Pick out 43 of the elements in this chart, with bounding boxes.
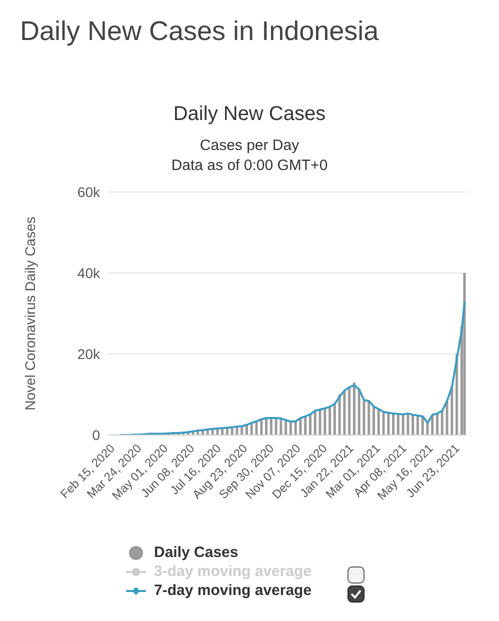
bar	[314, 410, 316, 435]
legend-label: Daily Cases	[154, 544, 238, 561]
bar	[377, 409, 380, 435]
bar	[392, 414, 395, 435]
bar	[358, 388, 360, 435]
bar	[348, 386, 351, 435]
bar	[362, 400, 366, 435]
bar	[463, 273, 466, 435]
bar	[440, 410, 444, 435]
y-axis-title: Novel Coronavirus Daily Cases	[22, 216, 38, 410]
bar	[324, 408, 326, 435]
text: Daily New Cases in Indonesia	[20, 16, 379, 47]
bar	[368, 400, 370, 435]
bar	[372, 406, 375, 435]
bar	[406, 414, 410, 435]
bar	[402, 414, 404, 435]
bar	[412, 414, 414, 435]
bar	[450, 386, 454, 435]
bar	[382, 412, 385, 435]
bar	[318, 409, 322, 435]
bar	[328, 406, 332, 435]
bar	[387, 412, 390, 435]
bar	[338, 394, 341, 435]
y-tick-label: 20k	[77, 346, 101, 362]
text: Data as of 0:00 GMT+0	[170, 157, 329, 174]
bar	[255, 420, 258, 435]
bar	[396, 414, 400, 435]
bar	[333, 404, 336, 435]
bar	[280, 418, 282, 435]
chart-subtitle: Cases per Day	[198, 137, 300, 154]
bar	[446, 400, 448, 435]
legend-label: 7-day moving average	[154, 582, 312, 599]
bar	[352, 382, 356, 435]
line-series	[118, 300, 466, 435]
bar	[416, 416, 419, 435]
y-tick-label: 40k	[77, 264, 101, 281]
y-tick-label: 0	[92, 426, 100, 443]
bar	[436, 414, 439, 435]
bar	[289, 422, 292, 435]
bar	[308, 414, 312, 435]
bar	[343, 390, 346, 435]
chart-title: Daily New Cases	[172, 103, 327, 126]
y-tick-label: 60k	[77, 184, 101, 200]
